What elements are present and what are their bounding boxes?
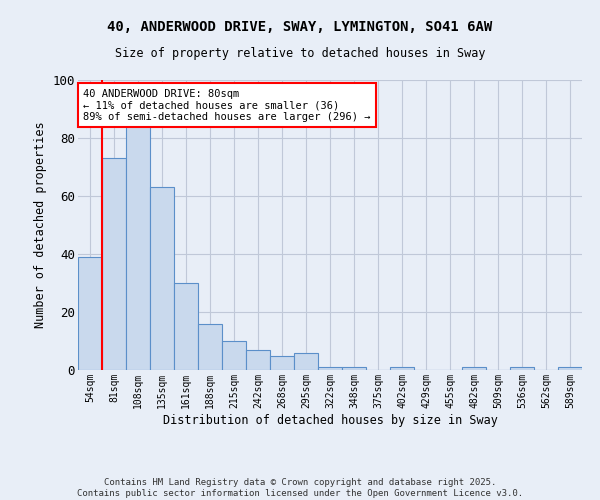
Bar <box>126 124 150 370</box>
Text: 40, ANDERWOOD DRIVE, SWAY, LYMINGTON, SO41 6AW: 40, ANDERWOOD DRIVE, SWAY, LYMINGTON, SO… <box>107 20 493 34</box>
Bar <box>510 367 534 370</box>
Bar <box>78 257 102 370</box>
Bar <box>462 367 486 370</box>
Bar <box>102 158 126 370</box>
Bar <box>198 324 222 370</box>
Text: Contains HM Land Registry data © Crown copyright and database right 2025.
Contai: Contains HM Land Registry data © Crown c… <box>77 478 523 498</box>
Bar <box>294 352 318 370</box>
Text: 40 ANDERWOOD DRIVE: 80sqm
← 11% of detached houses are smaller (36)
89% of semi-: 40 ANDERWOOD DRIVE: 80sqm ← 11% of detac… <box>83 88 371 122</box>
Bar <box>222 341 246 370</box>
Bar <box>558 367 582 370</box>
Bar <box>390 367 414 370</box>
Y-axis label: Number of detached properties: Number of detached properties <box>34 122 47 328</box>
Bar <box>270 356 294 370</box>
Bar <box>150 188 174 370</box>
Text: Size of property relative to detached houses in Sway: Size of property relative to detached ho… <box>115 48 485 60</box>
Bar <box>318 367 342 370</box>
Bar <box>246 350 270 370</box>
Bar <box>342 367 366 370</box>
X-axis label: Distribution of detached houses by size in Sway: Distribution of detached houses by size … <box>163 414 497 426</box>
Bar <box>174 283 198 370</box>
